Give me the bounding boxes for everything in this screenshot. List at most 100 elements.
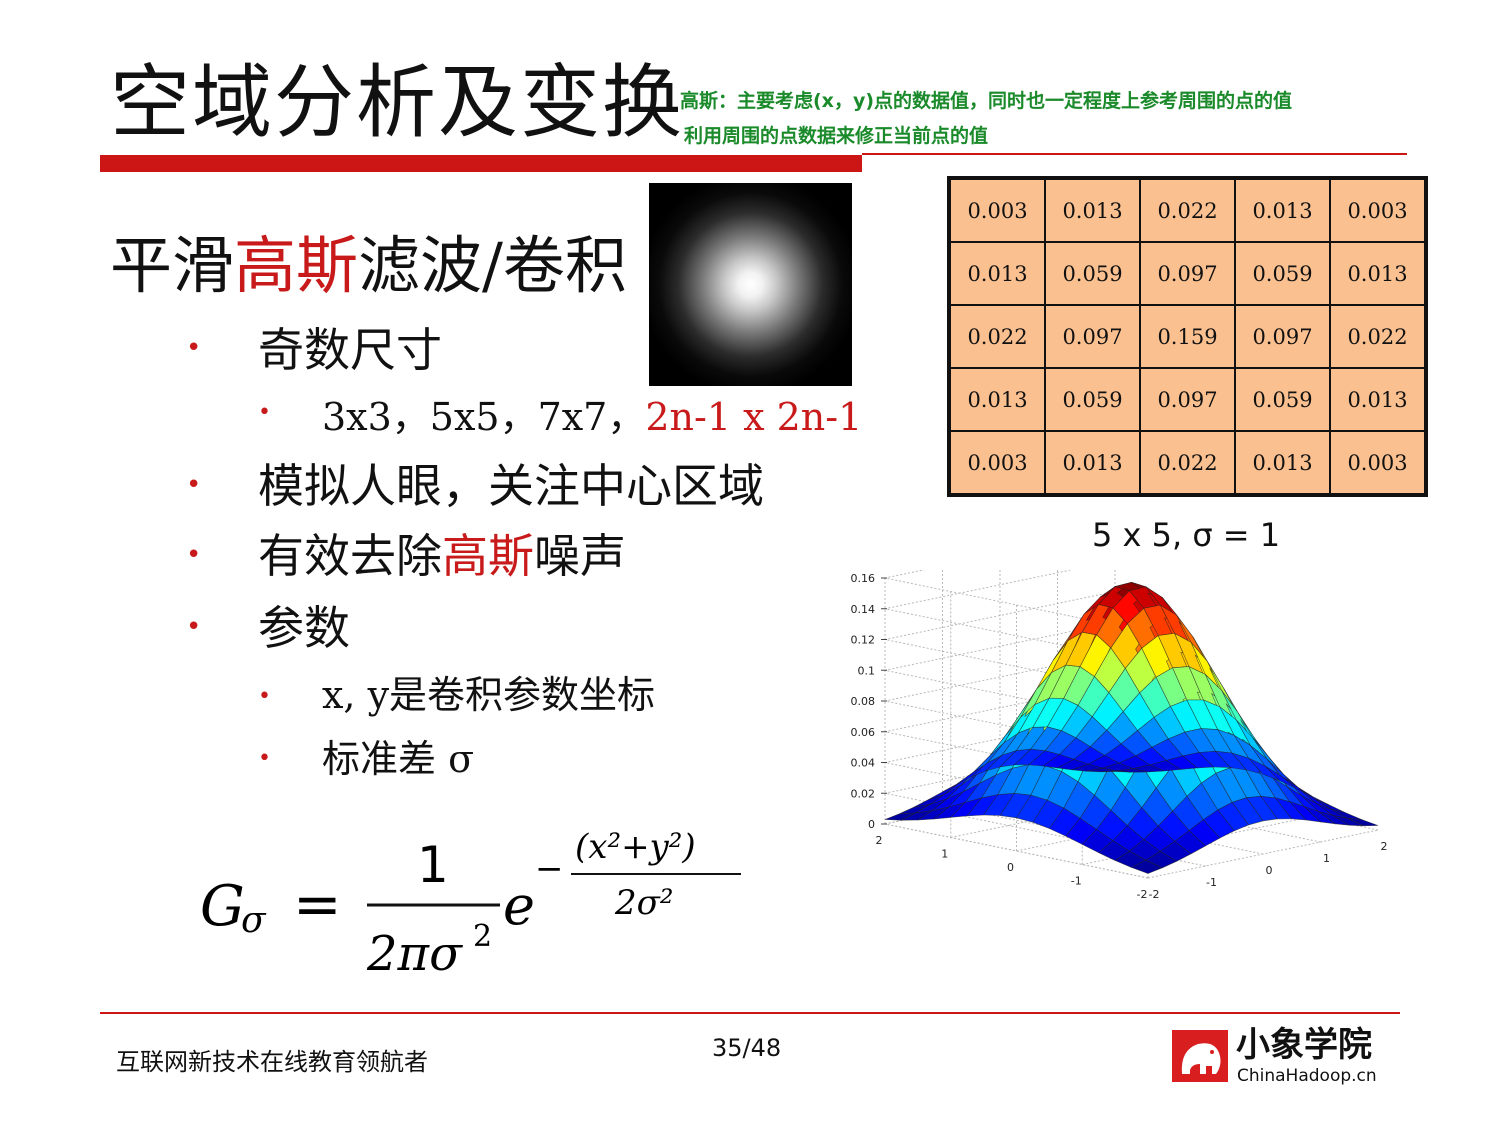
- gaussian-surface-plot: 0 0.02 0.04 0.06 0.08 0.1 0.12 0.14 0.16 -2 -1 0 1 2 -…: [851, 570, 1388, 901]
- x-tick-label: 2: [1381, 840, 1388, 853]
- kernel-cell: 0.013: [1044, 177, 1141, 243]
- kernel-row: 0.022 0.097 0.159 0.097 0.022: [948, 304, 1427, 369]
- title-note-line-2: 利用周围的点数据来修正当前点的值: [684, 125, 989, 147]
- bullet-denoise: 有效去除高斯噪声: [258, 528, 626, 584]
- z-tick-label: 0.1: [858, 664, 876, 677]
- bullet-dot: •: [186, 612, 202, 642]
- kernel-cell: 0.013: [1234, 430, 1331, 496]
- formula-minus: −: [535, 849, 564, 889]
- grid-line: [1057, 787, 1321, 843]
- title-note-line-1: 高斯：主要考虑(x，y)点的数据值，同时也一定程度上参考周围的点的值: [680, 90, 1293, 112]
- kernel-cell: 0.013: [948, 367, 1046, 432]
- bullet-xy: x, y是卷积参数坐标: [322, 673, 656, 717]
- y-tick-label: -1: [1071, 875, 1082, 888]
- slide-title: 空域分析及变换: [110, 56, 684, 149]
- kernel-cell: 0.013: [1044, 430, 1141, 496]
- title-underline-thick: [100, 155, 862, 172]
- kernel-cell: 0.097: [1044, 304, 1141, 369]
- x-tick-label: 1: [1323, 852, 1330, 865]
- title-underline-thin: [862, 153, 1407, 155]
- heading-part-gauss: 高斯: [234, 229, 359, 302]
- denoise-text-1: 有效去除: [258, 529, 442, 583]
- kernel-caption: 5 x 5, σ = 1: [1092, 516, 1281, 554]
- formula-lhs: G: [200, 874, 245, 939]
- bullet-human-eye: 模拟人眼，关注中心区域: [258, 459, 764, 513]
- kernel-cell: 0.022: [1329, 304, 1427, 369]
- formula-base-e: e: [503, 874, 535, 937]
- kernel-cell: 0.159: [1139, 304, 1236, 369]
- gaussian-formula: G σ = 1 2πσ 2 e − (x²+y²) 2σ²: [200, 827, 741, 982]
- kernel-cell: 0.003: [1329, 177, 1427, 243]
- kernel-cell: 0.097: [1139, 241, 1236, 306]
- denoise-text-gauss: 高斯: [442, 529, 534, 583]
- sizes-formula: 2n-1 x 2n-1: [645, 395, 863, 439]
- kernel-cell: 0.059: [1044, 367, 1141, 432]
- bullet-sizes: 3x3，5x5，7x7，2n-1 x 2n-1: [322, 392, 862, 442]
- bullet-dot: •: [258, 684, 271, 709]
- kernel-cell: 0.097: [1139, 367, 1236, 432]
- formula-lhs-sub: σ: [241, 900, 267, 941]
- kernel-cell: 0.022: [1139, 430, 1236, 496]
- formula-denominator: 2πσ: [366, 926, 463, 982]
- z-tick-label: 0.14: [851, 603, 876, 616]
- formula-exp-numerator: (x²+y²): [575, 827, 696, 867]
- bullet-dot: •: [258, 746, 271, 771]
- elephant-logo-icon: [1172, 1030, 1228, 1082]
- grid-line: [884, 823, 1149, 879]
- bullet-dot: •: [186, 333, 202, 363]
- formula-equals: =: [293, 870, 342, 938]
- logo-url: ChinaHadoop.cn: [1237, 1066, 1377, 1086]
- sizes-text: 3x3，5x5，7x7，: [322, 395, 646, 439]
- bullet-dot: •: [258, 400, 271, 425]
- y-tick-label: 0: [1007, 861, 1014, 874]
- z-tick-label: 0.04: [851, 757, 876, 770]
- bullet-odd-size: 奇数尺寸: [258, 323, 442, 377]
- logo-name: 小象学院: [1236, 1025, 1372, 1065]
- z-tick-label: 0: [868, 818, 875, 831]
- bullet-dot: •: [186, 470, 202, 500]
- denoise-text-3: 噪声: [534, 529, 626, 583]
- kernel-row: 0.003 0.013 0.022 0.013 0.003: [948, 430, 1427, 496]
- z-tick-label: 0.12: [851, 634, 876, 647]
- formula-numerator: 1: [417, 836, 449, 894]
- kernel-cell: 0.059: [1044, 241, 1141, 306]
- kernel-cell: 0.022: [948, 304, 1046, 369]
- footer-slogan: 互联网新技术在线教育领航者: [116, 1048, 428, 1076]
- bullet-dot: •: [186, 540, 202, 570]
- plot-ticks: 0 0.02 0.04 0.06 0.08 0.1 0.12 0.14 0.16 -2 -1 0 1 2 -…: [851, 572, 1388, 901]
- kernel-cell: 0.013: [1329, 367, 1427, 432]
- gaussian-blob-image: [649, 183, 852, 386]
- kernel-cell: 0.059: [1234, 367, 1331, 432]
- y-tick-label: 1: [941, 848, 948, 861]
- kernel-row: 0.013 0.059 0.097 0.059 0.013: [948, 241, 1427, 306]
- heading-part-smooth: 平滑: [110, 229, 235, 302]
- footer-divider: [100, 1012, 1400, 1014]
- kernel-cell: 0.013: [1234, 177, 1331, 243]
- page-number: 35/48: [712, 1034, 782, 1062]
- kernel-cell: 0.022: [1139, 177, 1236, 243]
- plot-surface: [884, 581, 1379, 874]
- section-heading: 平滑高斯滤波/卷积: [110, 228, 627, 304]
- heading-part-filter: 滤波/卷积: [358, 229, 627, 302]
- x-tick-label: -2: [1149, 888, 1160, 901]
- grid-line: [999, 799, 1264, 855]
- kernel-cell: 0.013: [1329, 241, 1427, 306]
- formula-denominator-sup: 2: [473, 919, 492, 954]
- bullet-sigma: 标准差 σ: [322, 737, 475, 781]
- kernel-cell: 0.003: [948, 177, 1046, 243]
- x-tick-label: -1: [1206, 876, 1217, 889]
- surface-patch: [1347, 817, 1379, 827]
- kernel-cell: 0.013: [948, 241, 1046, 306]
- z-tick-label: 0.06: [851, 726, 876, 739]
- z-tick-label: 0.08: [851, 695, 876, 708]
- x-tick-label: 0: [1266, 864, 1273, 877]
- z-tick-label: 0.02: [851, 787, 876, 800]
- kernel-cell: 0.003: [1329, 430, 1427, 496]
- gaussian-kernel-table: 0.003 0.013 0.022 0.013 0.003 0.013 0.059 0.097…: [947, 176, 1428, 497]
- kernel-row: 0.003 0.013 0.022 0.013 0.003: [948, 177, 1427, 243]
- y-tick-label: -2: [1137, 888, 1148, 901]
- kernel-cell: 0.059: [1234, 241, 1331, 306]
- kernel-cell: 0.097: [1234, 304, 1331, 369]
- y-tick-label: 2: [876, 834, 883, 847]
- kernel-cell: 0.003: [948, 430, 1046, 496]
